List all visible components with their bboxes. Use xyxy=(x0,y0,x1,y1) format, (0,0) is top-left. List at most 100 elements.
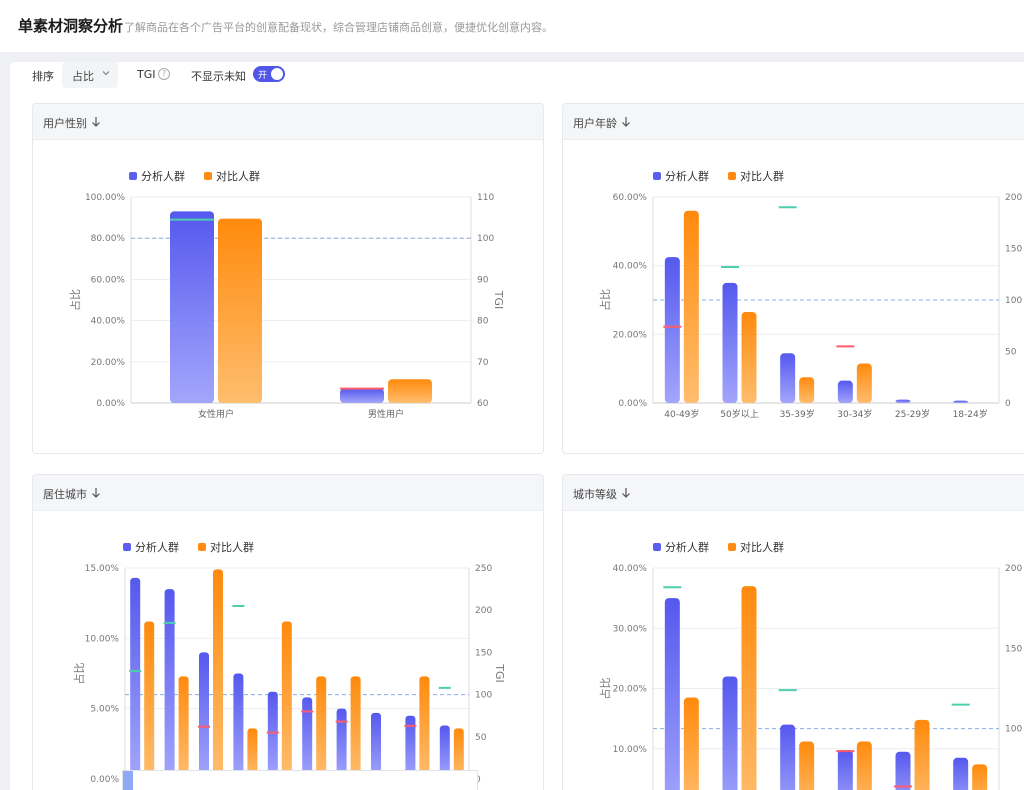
bar-compare xyxy=(741,312,757,403)
panel-age: 用户年龄 60.00% 40.00% 20.00% 0.00% 200 150 100 50 0… xyxy=(562,103,1024,454)
bar-analysis xyxy=(895,399,911,403)
toggle-label: 开 xyxy=(258,71,268,81)
bar-analysis xyxy=(664,598,680,790)
y-tick-label: 20.00% xyxy=(613,330,648,340)
y-tick-label: 40.00% xyxy=(613,262,648,272)
y-tick-label: 40.00% xyxy=(613,564,648,574)
y2-tick-label: 250 xyxy=(475,564,492,574)
page-title: 单素材洞察分析 xyxy=(18,17,124,35)
x-tick-label: 25-29岁 xyxy=(895,408,930,420)
y-axis-label: 占比 xyxy=(598,678,612,700)
bar-compare xyxy=(316,676,327,779)
main-content: 排序 占比 TGI ? 不显示未知 开 用户性别 100.00% 80.00% 60… xyxy=(10,62,1024,790)
sort-arrow-icon[interactable] xyxy=(91,116,101,128)
panel-city: 居住城市 15.00% 10.00% 5.00% 0.00% 250 200 150 100 5… xyxy=(32,474,544,790)
y2-tick-label: 200 xyxy=(1005,564,1022,574)
x-tick-label: 40-49岁 xyxy=(664,408,699,420)
legend-label: 对比人群 xyxy=(740,540,784,554)
y2-tick-label: 70 xyxy=(477,358,489,368)
bar-compare xyxy=(683,697,699,790)
legend-swatch-analysis xyxy=(653,543,661,551)
y-tick-label: 60.00% xyxy=(613,193,648,203)
bar-analysis xyxy=(233,673,244,779)
chart-city-tier: 40.00%30.00%20.00%10.00%0.00%20015010050… xyxy=(598,540,1022,790)
y-tick-label: 60.00% xyxy=(91,275,126,285)
bar-analysis xyxy=(439,725,450,779)
bar-compare xyxy=(799,377,815,403)
x-tick-label: 50岁以上 xyxy=(720,408,758,420)
hide-unknown-label: 不显示未知 xyxy=(191,70,246,83)
y-tick-label: 20.00% xyxy=(613,685,648,695)
sort-arrow-icon[interactable] xyxy=(91,487,101,499)
legend-swatch-compare xyxy=(728,172,736,180)
y2-axis-label: TGI xyxy=(493,663,506,683)
bar-compare xyxy=(914,719,930,790)
bar-analysis xyxy=(267,691,278,779)
y2-tick-label: 100 xyxy=(1005,725,1022,735)
x-tick-label: 30-34岁 xyxy=(837,408,872,420)
y2-tick-label: 100 xyxy=(475,691,492,701)
toggle-knob xyxy=(271,68,283,80)
bar-analysis xyxy=(302,697,313,779)
hide-unknown-toggle[interactable]: 开 xyxy=(253,66,285,82)
y-tick-label: 0.00% xyxy=(90,775,119,785)
legend-swatch-analysis xyxy=(123,543,131,551)
chart-city: 15.00% 10.00% 5.00% 0.00% 250 200 150 100 50 0 占比 T… xyxy=(72,540,506,790)
x-tick-label: 女性用户 xyxy=(198,408,234,420)
bar-analysis xyxy=(199,652,209,779)
panel-city-tier: 城市等级 40.00%30.00%20.00%10.00%0.00%200150… xyxy=(562,474,1024,790)
bar-analysis xyxy=(336,708,347,779)
y-tick-label: 0.00% xyxy=(96,399,125,409)
chart-scroll-zoom[interactable] xyxy=(122,770,478,790)
sort-select[interactable]: 占比 xyxy=(62,62,118,88)
bar-analysis xyxy=(895,751,911,790)
bar-compare xyxy=(281,621,292,779)
tgi-label: TGI xyxy=(137,68,156,81)
bar-compare xyxy=(218,218,262,403)
y-tick-label: 5.00% xyxy=(90,705,119,715)
legend-label: 分析人群 xyxy=(141,169,185,183)
scroll-handle[interactable] xyxy=(123,771,133,790)
toolbar: 排序 占比 TGI ? 不显示未知 开 xyxy=(10,62,1024,90)
bar-analysis xyxy=(722,282,738,403)
legend-label: 对比人群 xyxy=(210,540,254,554)
y2-tick-label: 80 xyxy=(477,317,489,327)
legend-swatch-compare xyxy=(198,543,206,551)
y2-tick-label: 0 xyxy=(1005,399,1011,409)
y2-tick-label: 110 xyxy=(477,193,494,203)
bar-compare xyxy=(144,621,155,779)
sort-arrow-icon[interactable] xyxy=(621,487,631,499)
sort-label: 排序 xyxy=(32,70,54,83)
legend-label: 分析人群 xyxy=(665,169,709,183)
y2-tick-label: 50 xyxy=(475,733,487,743)
page-header: 单素材洞察分析 了解商品在各个广告平台的创意配备现状，综合管理店铺商品创意，便捷… xyxy=(0,0,1024,52)
y-axis-label: 占比 xyxy=(72,663,86,685)
panel-age-header: 用户年龄 xyxy=(563,104,1024,140)
legend-label: 对比人群 xyxy=(216,169,260,183)
y2-tick-label: 150 xyxy=(1005,245,1022,255)
legend-swatch-compare xyxy=(204,172,212,180)
bar-analysis xyxy=(837,380,853,403)
y2-tick-label: 150 xyxy=(1005,644,1022,654)
bar-compare xyxy=(419,676,430,779)
bar-compare xyxy=(972,764,988,790)
bar-analysis xyxy=(340,388,384,403)
legend-label: 分析人群 xyxy=(665,540,709,554)
bar-analysis xyxy=(405,715,416,779)
legend-swatch-analysis xyxy=(653,172,661,180)
bar-analysis xyxy=(953,400,969,403)
x-tick-label: 35-39岁 xyxy=(780,408,815,420)
y-axis-label: 占比 xyxy=(598,289,612,311)
y-tick-label: 10.00% xyxy=(85,634,120,644)
bar-compare xyxy=(856,741,872,790)
y2-tick-label: 50 xyxy=(1005,348,1017,358)
panel-city-tier-header: 城市等级 xyxy=(563,475,1024,511)
bar-compare xyxy=(856,363,872,403)
help-icon[interactable]: ? xyxy=(158,68,170,80)
sort-arrow-icon[interactable] xyxy=(621,116,631,128)
x-tick-label: 18-24岁 xyxy=(953,408,988,420)
bar-compare xyxy=(213,569,223,779)
bar-compare xyxy=(388,379,432,403)
y2-tick-label: 200 xyxy=(475,606,492,616)
y-tick-label: 20.00% xyxy=(91,358,126,368)
